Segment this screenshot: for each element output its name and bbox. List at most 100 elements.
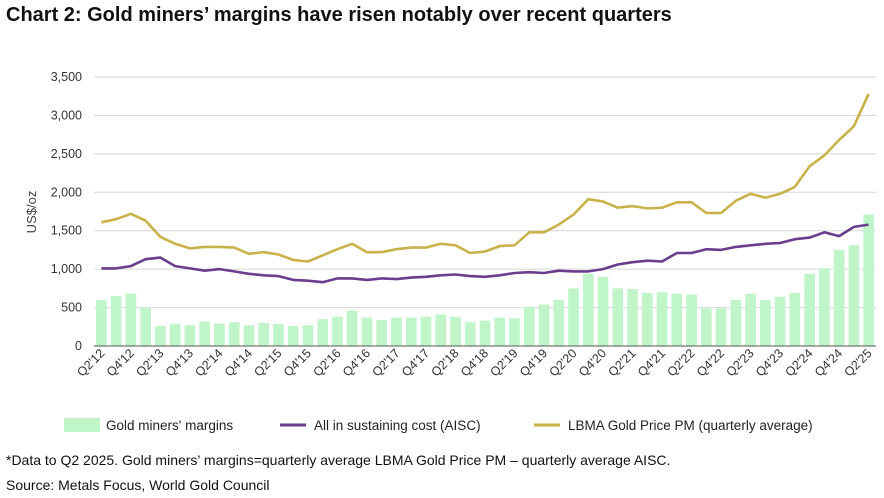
margin-bar bbox=[819, 268, 830, 346]
x-tick-labels: Q2'12Q4'12Q2'13Q4'13Q2'14Q4'14Q2'15Q4'15… bbox=[74, 346, 874, 379]
margin-bar bbox=[597, 276, 609, 346]
margin-bar bbox=[804, 273, 815, 346]
margin-bar bbox=[110, 296, 122, 346]
margin-bar bbox=[302, 325, 314, 346]
x-tick-label: Q4'19 bbox=[517, 346, 550, 379]
x-tick-label: Q2'17 bbox=[369, 346, 402, 379]
margin-bar bbox=[287, 326, 299, 346]
x-tick-label: Q4'17 bbox=[399, 346, 432, 379]
x-tick-label: Q4'12 bbox=[104, 346, 137, 379]
x-tick-label: Q4'23 bbox=[753, 346, 786, 379]
margin-bar bbox=[789, 292, 801, 346]
source-note: Source: Metals Focus, World Gold Council bbox=[6, 477, 270, 493]
x-tick-label: Q2'22 bbox=[665, 346, 698, 379]
margin-bar bbox=[391, 317, 402, 346]
margin-bar bbox=[730, 299, 742, 346]
margin-bar bbox=[479, 320, 491, 346]
x-tick-label: Q4'22 bbox=[694, 346, 727, 379]
series-lines bbox=[101, 93, 870, 284]
margin-bar bbox=[671, 293, 683, 346]
margin-bar bbox=[627, 289, 638, 346]
legend: Gold miners' margins All in sustaining c… bbox=[64, 418, 813, 433]
margin-bar bbox=[243, 325, 255, 346]
x-tick-label: Q4'24 bbox=[812, 346, 845, 379]
margin-bar bbox=[184, 325, 196, 346]
margin-bar bbox=[760, 299, 771, 346]
margin-bar bbox=[346, 310, 358, 346]
margin-bar bbox=[553, 299, 565, 346]
y-tick-label: 1,500 bbox=[51, 224, 82, 238]
margin-bars bbox=[96, 214, 874, 346]
x-tick-label: Q4'21 bbox=[635, 346, 668, 379]
x-tick-label: Q2'19 bbox=[487, 346, 520, 379]
footnote: *Data to Q2 2025. Gold miners’ margins=q… bbox=[6, 452, 671, 468]
x-tick-label: Q2'25 bbox=[842, 346, 875, 379]
margin-bar bbox=[701, 308, 712, 346]
x-tick-label: Q2'14 bbox=[192, 346, 225, 379]
margin-bar bbox=[656, 292, 668, 346]
margin-bar bbox=[715, 308, 727, 346]
margin-bar bbox=[332, 316, 343, 346]
chart-svg: US$/oz 0 500 1,000 1,500 2,000 2,500 3,000 3,50… bbox=[24, 70, 876, 433]
margin-bar bbox=[641, 292, 653, 346]
x-tick-label: Q2'15 bbox=[251, 346, 284, 379]
margin-bar bbox=[273, 323, 284, 346]
y-tick-label: 1,000 bbox=[51, 262, 82, 276]
margin-bar bbox=[155, 326, 166, 346]
margin-bar bbox=[199, 321, 210, 346]
x-tick-label: Q2'16 bbox=[310, 346, 343, 379]
margin-bar bbox=[169, 323, 181, 346]
margin-bar bbox=[494, 317, 506, 346]
margin-bar bbox=[848, 245, 860, 346]
margin-bar bbox=[420, 316, 432, 346]
gridlines bbox=[94, 76, 876, 309]
x-tick-label: Q2'21 bbox=[605, 346, 638, 379]
margin-bar bbox=[317, 319, 329, 346]
y-tick-label: 3,000 bbox=[51, 108, 82, 122]
margin-bar bbox=[745, 293, 756, 346]
margin-bar bbox=[405, 317, 417, 346]
x-tick-label: Q2'18 bbox=[428, 346, 461, 379]
margin-bar bbox=[376, 319, 388, 346]
x-tick-label: Q4'16 bbox=[340, 346, 373, 379]
margin-bar bbox=[833, 249, 845, 346]
margin-bar bbox=[686, 294, 697, 346]
margin-bar bbox=[568, 288, 579, 346]
y-axis-label: US$/oz bbox=[24, 191, 39, 234]
margin-bar bbox=[125, 293, 137, 346]
x-tick-label: Q2'20 bbox=[546, 346, 579, 379]
x-tick-label: Q4'20 bbox=[576, 346, 609, 379]
margin-bar bbox=[435, 314, 447, 346]
margin-bar bbox=[140, 307, 151, 346]
legend-label-aisc: All in sustaining cost (AISC) bbox=[314, 418, 481, 433]
margin-bar bbox=[361, 317, 373, 346]
x-tick-label: Q4'18 bbox=[458, 346, 491, 379]
margin-bar bbox=[538, 304, 550, 346]
y-tick-label: 2,500 bbox=[51, 147, 82, 161]
aisc-line bbox=[101, 223, 869, 284]
margin-bar bbox=[228, 322, 240, 346]
margin-bar bbox=[464, 322, 476, 346]
legend-swatch-margins bbox=[64, 418, 100, 432]
y-tick-label: 500 bbox=[61, 301, 82, 315]
x-tick-label: Q2'13 bbox=[133, 346, 166, 379]
x-tick-label: Q4'15 bbox=[281, 346, 314, 379]
x-tick-label: Q4'13 bbox=[163, 346, 196, 379]
margin-bar bbox=[523, 306, 535, 346]
y-tick-labels: 0 500 1,000 1,500 2,000 2,500 3,000 3,500 bbox=[51, 70, 82, 353]
margin-bar bbox=[450, 316, 461, 346]
margin-bar bbox=[214, 323, 225, 346]
chart-title: Chart 2: Gold miners’ margins have risen… bbox=[6, 4, 672, 26]
gold-price-line bbox=[101, 93, 870, 263]
x-tick-label: Q2'24 bbox=[783, 346, 816, 379]
margin-bar bbox=[582, 273, 594, 346]
y-tick-label: 3,500 bbox=[51, 70, 82, 84]
x-tick-label: Q4'14 bbox=[222, 346, 255, 379]
legend-label-margins: Gold miners' margins bbox=[106, 418, 233, 433]
margin-bar bbox=[96, 299, 107, 346]
y-tick-label: 2,000 bbox=[51, 185, 82, 199]
margin-bar bbox=[612, 288, 624, 346]
margin-bar bbox=[863, 214, 874, 346]
y-tick-label: 0 bbox=[75, 339, 82, 353]
legend-label-gold-price: LBMA Gold Price PM (quarterly average) bbox=[568, 418, 813, 433]
